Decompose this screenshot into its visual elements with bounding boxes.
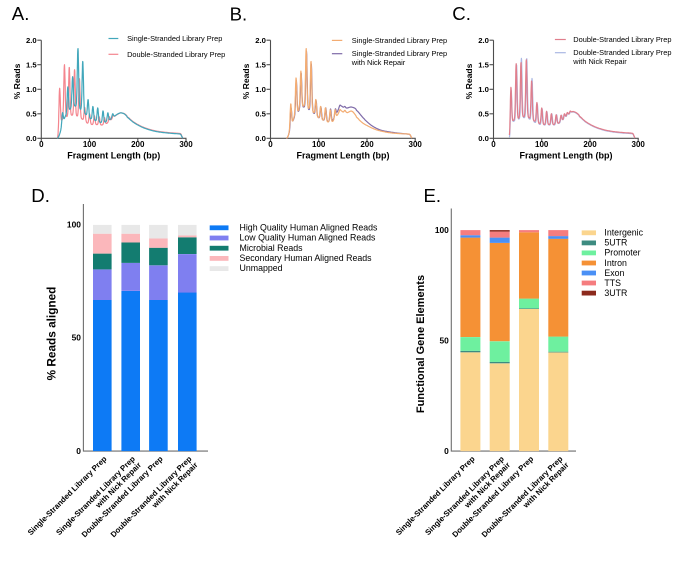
svg-text:200: 200	[360, 140, 374, 149]
svg-text:0.0: 0.0	[255, 134, 266, 143]
svg-text:0.5: 0.5	[478, 110, 489, 119]
svg-text:300: 300	[179, 140, 193, 149]
svg-text:A.: A.	[12, 3, 30, 24]
svg-text:Intron: Intron	[604, 258, 627, 268]
svg-text:Single-Stranded Library Prep: Single-Stranded Library Prep	[127, 34, 222, 43]
svg-text:0: 0	[268, 140, 273, 149]
svg-text:with Nick Repair: with Nick Repair	[351, 58, 406, 67]
svg-text:Double-Stranded Library Prep: Double-Stranded Library Prep	[573, 35, 671, 44]
svg-text:% Reads: % Reads	[241, 63, 251, 99]
svg-text:Intergenic: Intergenic	[604, 228, 643, 238]
svg-text:1.0: 1.0	[478, 85, 489, 94]
svg-text:E.: E.	[424, 185, 442, 206]
svg-text:2.0: 2.0	[26, 36, 37, 45]
svg-text:Secondary Human Aligned Reads: Secondary Human Aligned Reads	[240, 253, 373, 263]
svg-text:0.0: 0.0	[478, 134, 489, 143]
svg-text:% Reads aligned: % Reads aligned	[45, 287, 59, 381]
svg-text:100: 100	[83, 140, 97, 149]
svg-text:3UTR: 3UTR	[604, 288, 627, 298]
svg-text:Unmapped: Unmapped	[240, 263, 283, 273]
svg-text:50: 50	[72, 333, 82, 343]
svg-text:50: 50	[439, 335, 449, 345]
svg-text:D.: D.	[31, 185, 50, 206]
svg-text:High Quality Human Aligned Rea: High Quality Human Aligned Reads	[240, 222, 378, 232]
svg-text:Double-Stranded Library Prep: Double-Stranded Library Prep	[573, 48, 671, 57]
svg-text:300: 300	[409, 140, 423, 149]
svg-text:100: 100	[312, 140, 326, 149]
svg-text:% Reads: % Reads	[464, 63, 474, 99]
svg-text:0.5: 0.5	[255, 110, 266, 119]
svg-text:2.0: 2.0	[255, 36, 266, 45]
svg-text:Single-Stranded Library Prep: Single-Stranded Library Prep	[352, 49, 447, 58]
svg-text:200: 200	[583, 140, 597, 149]
svg-text:0.0: 0.0	[26, 134, 37, 143]
svg-text:Single-Stranded Library Prep: Single-Stranded Library Prep	[352, 36, 447, 45]
svg-text:1.5: 1.5	[255, 61, 266, 70]
svg-text:Fragment Length (bp): Fragment Length (bp)	[297, 150, 390, 160]
svg-text:100: 100	[435, 225, 449, 235]
svg-text:0.5: 0.5	[26, 110, 37, 119]
svg-text:C.: C.	[452, 3, 471, 24]
svg-text:Promoter: Promoter	[604, 248, 640, 258]
svg-text:0: 0	[76, 446, 81, 456]
svg-text:% Reads: % Reads	[12, 63, 22, 99]
svg-text:100: 100	[67, 220, 81, 230]
svg-text:B.: B.	[230, 4, 248, 25]
svg-text:Fragment Length (bp): Fragment Length (bp)	[67, 150, 160, 160]
svg-text:100: 100	[535, 140, 549, 149]
svg-text:0: 0	[39, 140, 44, 149]
svg-text:Fragment Length (bp): Fragment Length (bp)	[520, 150, 613, 160]
svg-text:1.0: 1.0	[26, 85, 37, 94]
svg-text:0: 0	[444, 446, 449, 456]
svg-text:Exon: Exon	[604, 268, 624, 278]
svg-text:200: 200	[131, 140, 145, 149]
svg-text:Double-Stranded Library Prep: Double-Stranded Library Prep	[127, 50, 225, 59]
svg-text:with Nick Repair: with Nick Repair	[572, 57, 627, 66]
svg-text:300: 300	[632, 140, 646, 149]
svg-text:TTS: TTS	[604, 278, 621, 288]
svg-text:Microbial Reads: Microbial Reads	[240, 243, 304, 253]
svg-text:1.0: 1.0	[255, 85, 266, 94]
svg-text:2.0: 2.0	[478, 36, 489, 45]
svg-text:0: 0	[491, 140, 496, 149]
svg-text:Low Quality Human Aligned Read: Low Quality Human Aligned Reads	[240, 233, 377, 243]
svg-text:1.5: 1.5	[478, 61, 489, 70]
svg-text:5UTR: 5UTR	[604, 238, 627, 248]
svg-text:1.5: 1.5	[26, 61, 37, 70]
svg-text:Functional Gene Elements: Functional Gene Elements	[415, 275, 427, 413]
